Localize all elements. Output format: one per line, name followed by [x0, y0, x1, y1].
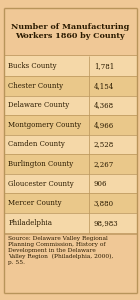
Text: 2,267: 2,267 — [94, 160, 114, 168]
Bar — [4, 95, 136, 115]
Text: Montgomery County: Montgomery County — [8, 121, 81, 129]
Text: 4,966: 4,966 — [94, 121, 114, 129]
Text: 4,368: 4,368 — [94, 101, 114, 109]
Bar — [4, 56, 136, 76]
Bar — [4, 8, 136, 55]
Bar — [4, 76, 136, 95]
Bar — [4, 194, 136, 213]
Text: 906: 906 — [94, 180, 107, 188]
Text: Source: Delaware Valley Regional
Planning Commission, History of
Development in : Source: Delaware Valley Regional Plannin… — [8, 236, 113, 265]
Bar — [4, 174, 136, 194]
Text: 4,154: 4,154 — [94, 82, 114, 90]
Text: Mercer County: Mercer County — [8, 199, 62, 207]
Text: 98,983: 98,983 — [94, 219, 118, 227]
Text: 3,880: 3,880 — [94, 199, 114, 207]
Text: 1,781: 1,781 — [94, 62, 114, 70]
Bar — [4, 213, 136, 233]
Text: Philadelphia: Philadelphia — [8, 219, 52, 227]
Text: Chester County: Chester County — [8, 82, 64, 90]
Text: Number of Manufacturing
Workers 1860 by County: Number of Manufacturing Workers 1860 by … — [11, 22, 129, 40]
Bar — [4, 115, 136, 135]
Bar — [4, 135, 136, 154]
Text: Burlington County: Burlington County — [8, 160, 74, 168]
Bar — [4, 154, 136, 174]
Text: 2,528: 2,528 — [94, 140, 114, 148]
Text: Bucks County: Bucks County — [8, 62, 57, 70]
Bar — [4, 234, 136, 292]
Text: Gloucester County: Gloucester County — [8, 180, 74, 188]
Text: Delaware County: Delaware County — [8, 101, 70, 109]
Text: Camden County: Camden County — [8, 140, 65, 148]
